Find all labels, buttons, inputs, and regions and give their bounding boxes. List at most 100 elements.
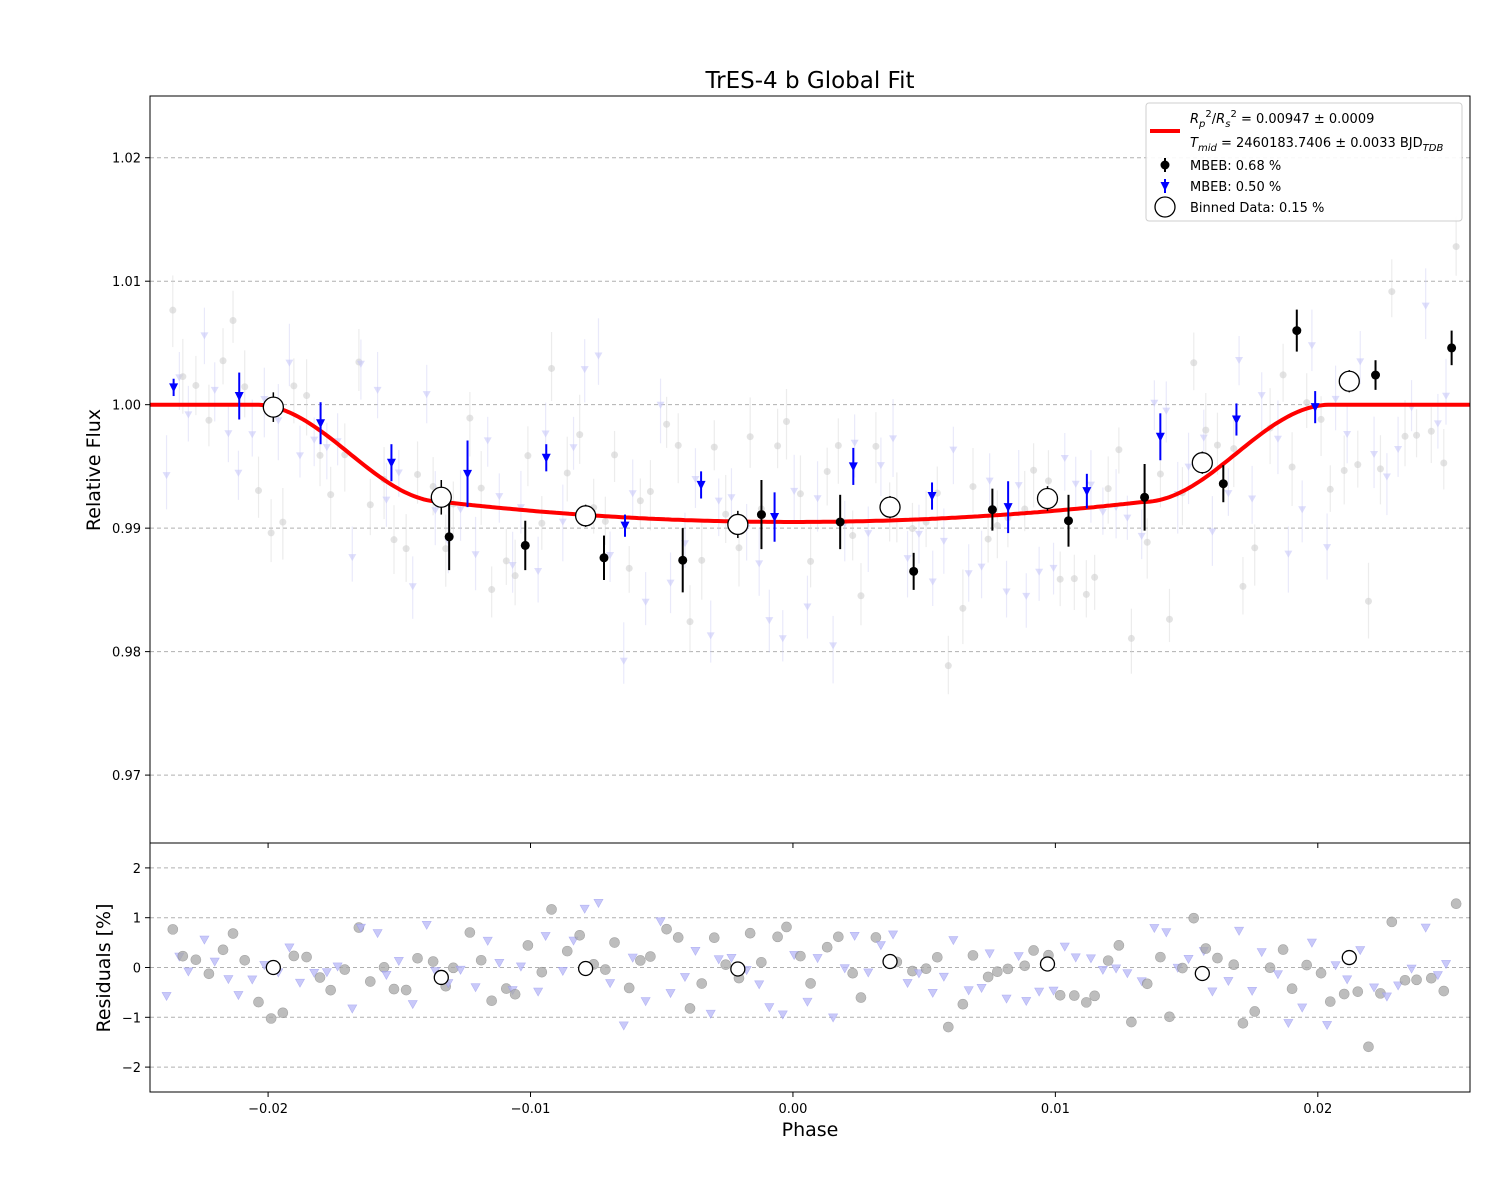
residual-point [948, 936, 959, 946]
unbinned-point [1273, 435, 1282, 443]
unbinned-point [959, 604, 967, 612]
unbinned-point [348, 554, 357, 562]
residual-point [963, 986, 974, 996]
residual-point [161, 992, 172, 1002]
unbinned-point [210, 386, 219, 394]
residual-point [855, 992, 867, 1003]
unbinned-point [790, 487, 799, 495]
unbinned-point [606, 551, 615, 559]
unbinned-point [260, 396, 269, 404]
unbinned-point [674, 441, 682, 449]
residual-point [486, 995, 497, 1007]
residual-point [223, 975, 234, 985]
unbinned-point [1323, 544, 1332, 552]
residual-point [1097, 965, 1108, 975]
residual-point [167, 924, 179, 935]
residual-point [509, 988, 521, 1000]
residual-point [708, 932, 720, 944]
top-panel-series [150, 309, 1470, 593]
black-point [444, 532, 454, 542]
bottom-panel-grid [150, 867, 1470, 1068]
residual-point [696, 978, 708, 989]
residual-point [957, 998, 969, 1010]
residual-point [726, 953, 737, 963]
residual-point [1277, 944, 1289, 955]
black-point [1063, 516, 1073, 526]
y-tick-label: 0 [133, 962, 141, 977]
chart-title: TrES-4 b Global Fit [704, 68, 914, 94]
residual-point [388, 983, 400, 995]
residual-point [1013, 952, 1024, 962]
y-tick-label: 0.98 [112, 646, 141, 661]
unbinned-point [964, 570, 973, 578]
unbinned-point [322, 444, 331, 452]
blue-point [386, 458, 396, 468]
residual-point [475, 954, 487, 966]
residual-point [253, 996, 264, 1008]
unbinned-point [1421, 302, 1430, 310]
residual-point [781, 921, 792, 933]
unbinned-point [1127, 634, 1135, 642]
residual-point [574, 929, 586, 941]
legend-label-blue: MBEB: 0.50 % [1190, 180, 1281, 195]
residual-point [1085, 954, 1096, 964]
blue-point [927, 492, 937, 502]
unbinned-point [1230, 445, 1238, 453]
unbinned-point [889, 435, 898, 443]
residual-point [1432, 971, 1443, 981]
residual-point [821, 941, 833, 953]
residual-point [455, 965, 466, 975]
unbinned-point [366, 501, 374, 509]
residual-point [1054, 989, 1066, 1001]
black-point [1218, 479, 1228, 489]
legend: Rp2/Rs2 = 0.00947 ± 0.0009 Tmid = 2460183… [1145, 102, 1463, 222]
bottom-y-axis-label: Residuals [%] [93, 903, 115, 1032]
residual-point [802, 997, 813, 1007]
y-tick-label: −1 [122, 1011, 141, 1026]
unbinned-point [686, 618, 694, 626]
residual-point [209, 957, 220, 967]
unbinned-point [1044, 477, 1052, 485]
blue-point [1003, 503, 1013, 513]
unbinned-point [985, 477, 994, 485]
residual-point [1441, 960, 1452, 970]
unbinned-point [857, 592, 865, 600]
unbinned-point [641, 598, 650, 606]
residual-point [1264, 962, 1276, 974]
unbinned-point [248, 431, 257, 439]
residual-point [1342, 975, 1353, 985]
residual-point [1247, 986, 1258, 996]
unbinned-point [1104, 485, 1112, 493]
unbinned-point [356, 360, 365, 368]
residual-point [355, 923, 366, 933]
residual-point [421, 920, 432, 930]
residual-point [546, 904, 557, 915]
unbinned-point [628, 490, 637, 498]
residual-point [1059, 942, 1070, 952]
unbinned-point [1394, 445, 1403, 453]
unbinned-point [1257, 392, 1266, 400]
residual-point [1001, 994, 1012, 1004]
unbinned-point [408, 583, 417, 591]
residual-point [984, 949, 995, 959]
residual-point [1069, 990, 1080, 1001]
unbinned-point [706, 632, 715, 640]
unbinned-point [601, 517, 609, 525]
unbinned-point [234, 469, 243, 477]
unbinned-point [646, 487, 654, 495]
residual-point [1286, 983, 1298, 994]
unbinned-point [746, 433, 754, 441]
unbinned-point [710, 443, 718, 451]
residual-point [1113, 940, 1125, 951]
unbinned-point [224, 430, 233, 438]
residual-point [839, 964, 850, 974]
unbinned-point [765, 617, 774, 625]
unbinned-point [295, 452, 304, 460]
residual-point [1237, 1017, 1249, 1029]
unbinned-point [977, 563, 986, 571]
unbinned-point [1098, 508, 1107, 516]
black-point [1371, 370, 1381, 380]
residual-point [522, 940, 534, 951]
unbinned-point [698, 556, 706, 564]
